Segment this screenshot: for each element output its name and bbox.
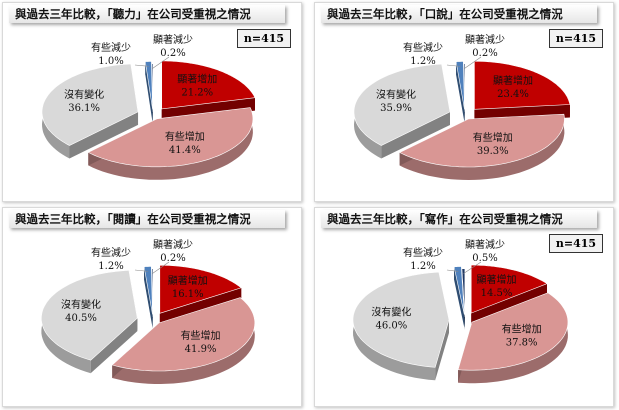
pie-slice-wall-no-change [381, 111, 450, 159]
pie-slice-wall-some-decrease [145, 61, 153, 123]
slice-value-some-increase: 37.8% [506, 338, 538, 349]
pie-slice-some-decrease [144, 61, 153, 110]
pie-slice-no-change [40, 270, 138, 361]
slice-label-some-decrease: 有些減少 [403, 41, 443, 54]
slice-value-some-increase: 41.4% [169, 145, 201, 156]
pie-slice-significant-increase [470, 264, 548, 314]
pie-slice-wall-some-decrease [456, 61, 465, 123]
chart-title: 與過去三年比較，「閱讀」在公司受重視之情況 [9, 210, 285, 228]
pie-slice-some-decrease [143, 266, 153, 315]
leader-line-significant-decrease [463, 261, 482, 274]
slice-value-no-change: 40.5% [65, 313, 97, 324]
slice-label-significant-increase: 顯著增加 [177, 72, 217, 85]
leader-line-some-decrease [134, 64, 149, 67]
pie-slice-side-some-increase [399, 114, 565, 180]
pie-slice-side-some-increase [112, 297, 255, 384]
slice-label-some-increase: 有些增加 [181, 329, 221, 342]
sample-size-badge: n=415 [549, 234, 603, 253]
pie-slice-significant-decrease [151, 63, 154, 112]
pie-slice-significant-increase [159, 265, 242, 314]
pie-slice-wall-no-change [435, 319, 450, 381]
slice-value-significant-decrease: 0.2% [160, 253, 185, 264]
slice-value-some-increase: 41.9% [185, 344, 217, 355]
pie-slice-wall-no-change [90, 318, 138, 374]
slice-label-significant-decrease: 顯著減少 [465, 238, 505, 251]
pie-slice-wall-some-decrease [454, 266, 465, 328]
pie-slice-some-decrease [453, 266, 465, 315]
leader-line-significant-decrease [464, 56, 482, 69]
slice-value-significant-increase: 21.2% [181, 87, 213, 98]
slice-label-no-change: 沒有變化 [61, 298, 101, 311]
slice-value-significant-decrease: 0.2% [472, 48, 497, 59]
slice-label-some-increase: 有些增加 [473, 131, 513, 144]
pie-slice-side-some-increase [458, 292, 568, 384]
pie-slice-some-increase [87, 107, 254, 168]
chart-panel-listening: 與過去三年比較，「聽力」在公司受重視之情況 n=415 顯著增加 21.2% 有些增… [2, 2, 302, 202]
slice-value-some-increase: 39.3% [477, 146, 509, 157]
pie-slice-significant-decrease [461, 268, 466, 317]
slice-label-significant-increase: 顯著增加 [168, 274, 208, 287]
slice-label-some-decrease: 有些減少 [403, 246, 443, 259]
slice-value-some-decrease: 1.0% [98, 56, 123, 67]
slice-value-significant-increase: 16.1% [172, 289, 204, 300]
slice-label-some-increase: 有些增加 [165, 130, 205, 143]
pie-slice-some-decrease [455, 61, 465, 110]
slice-label-some-decrease: 有些減少 [91, 246, 131, 259]
slice-value-some-decrease: 1.2% [410, 261, 435, 272]
slice-value-some-decrease: 1.2% [98, 261, 123, 272]
pie-slice-some-increase [111, 297, 256, 372]
slice-value-no-change: 46.0% [376, 320, 408, 331]
pie-chart-speaking: 顯著增加 23.4% 有些增加 39.3% 沒有變化 35.9% 有些減少 1.2% 顯著減少 0… [353, 33, 571, 180]
pie-slice-side-some-increase [88, 107, 253, 180]
slice-label-significant-decrease: 顯著減少 [153, 238, 193, 251]
pie-slice-significant-decrease [463, 63, 466, 112]
slice-label-significant-decrease: 顯著減少 [465, 33, 505, 46]
pie-slice-significant-increase [474, 61, 571, 110]
slice-value-significant-decrease: 0.2% [160, 48, 185, 59]
pie-slice-no-change [352, 271, 450, 368]
pie-slice-some-increase [399, 113, 565, 168]
sample-size-badge: n=415 [237, 29, 291, 48]
slice-label-significant-increase: 顯著增加 [493, 74, 533, 87]
slice-value-significant-increase: 14.5% [481, 288, 513, 299]
chart-panel-writing: 與過去三年比較，「寫作」在公司受重視之情況 n=415 顯著增加 14.5% 有些增… [314, 207, 614, 407]
slice-label-some-increase: 有些增加 [502, 323, 542, 336]
slice-label-significant-decrease: 顯著減少 [153, 33, 193, 46]
sample-size-badge: n=415 [549, 29, 603, 48]
chart-panel-reading: 與過去三年比較，「閱讀」在公司受重視之情況 顯著增加 16.1% 有些增加 41.9%… [2, 207, 302, 407]
chart-panel-speaking: 與過去三年比較，「口說」在公司受重視之情況 n=415 顯著增加 23.4% 有些增… [314, 2, 614, 202]
leader-line-significant-decrease [152, 56, 170, 69]
slice-label-no-change: 沒有變化 [64, 88, 104, 101]
slice-value-significant-increase: 23.4% [497, 89, 529, 100]
leader-line-some-decrease [134, 269, 149, 272]
chart-title: 與過去三年比較，「寫作」在公司受重視之情況 [321, 210, 597, 228]
pie-slice-some-increase [457, 292, 569, 371]
slice-label-some-decrease: 有些減少 [91, 41, 131, 54]
slice-value-no-change: 35.9% [380, 103, 412, 114]
slice-value-significant-decrease: 0.5% [472, 253, 497, 264]
pie-slice-no-change [41, 63, 139, 146]
pie-chart-reading: 顯著增加 16.1% 有些增加 41.9% 沒有變化 40.5% 有些減少 1.2% 顯著減少 0… [40, 238, 256, 384]
pie-chart-listening: 顯著增加 21.2% 有些增加 41.4% 沒有變化 36.1% 有些減少 1.0% 顯著減少 0… [41, 33, 256, 180]
pie-slice-no-change [353, 63, 451, 146]
pie-slice-significant-decrease [151, 268, 154, 317]
pie-chart-writing: 顯著增加 14.5% 有些增加 37.8% 沒有變化 46.0% 有些減少 1.2% 顯著減少 0… [352, 238, 569, 384]
slice-value-no-change: 36.1% [68, 103, 100, 114]
slice-value-some-decrease: 1.2% [410, 56, 435, 67]
slice-label-significant-increase: 顯著增加 [476, 273, 516, 286]
chart-title: 與過去三年比較，「口說」在公司受重視之情況 [321, 5, 597, 23]
leader-line-some-decrease [446, 64, 461, 67]
leader-line-some-decrease [446, 269, 459, 272]
pie-slice-wall-some-decrease [144, 266, 153, 328]
slice-label-no-change: 沒有變化 [376, 88, 416, 101]
leader-line-significant-decrease [152, 261, 170, 274]
pie-slice-significant-increase [161, 60, 256, 110]
slice-label-no-change: 沒有變化 [371, 305, 411, 318]
pie-slice-wall-no-change [69, 111, 139, 159]
chart-title: 與過去三年比較，「聽力」在公司受重視之情況 [9, 5, 285, 23]
